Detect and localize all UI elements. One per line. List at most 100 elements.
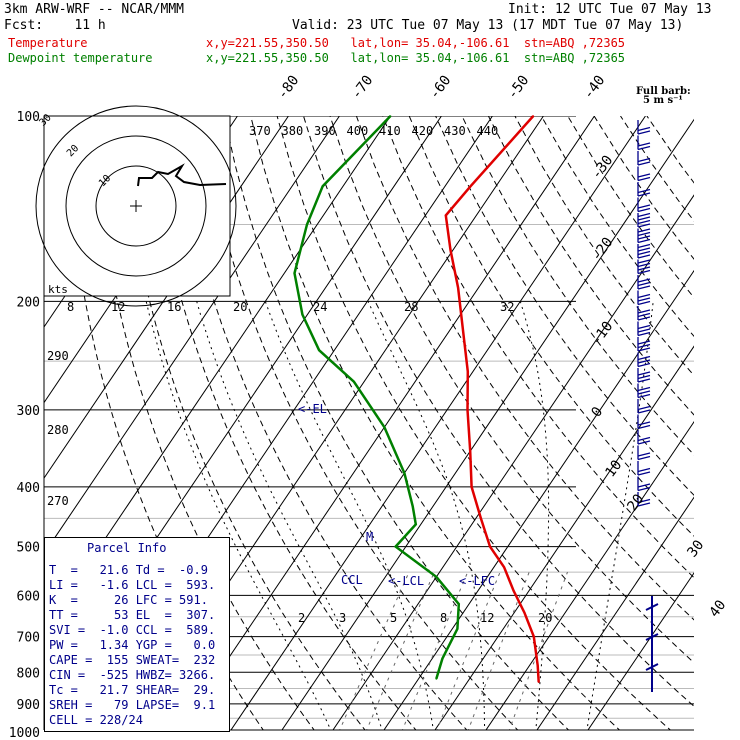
wind-barb-flag: [637, 502, 651, 507]
dry-adiabat: [514, 116, 694, 377]
dewpoint-point: [415, 523, 417, 526]
forecast-hour: Fcst: 11 h: [4, 18, 106, 33]
parcel-row: PW = 1.34 YGP = 0.0: [49, 638, 216, 652]
wind-barb-units: 5 m s⁻¹: [643, 95, 683, 106]
wind-barb-flag: [637, 142, 651, 147]
dry-adiabat: [91, 116, 315, 730]
wind-barb-flag: [637, 235, 651, 240]
wind-barb-flag: [637, 281, 651, 287]
theta-label: 400: [347, 124, 369, 138]
moist-adiabat: [264, 301, 434, 730]
wind-barb-flag: [637, 247, 651, 252]
mixing-ratio-label: 8: [440, 611, 447, 625]
isotherm-line: [434, 345, 694, 730]
wind-barb-flag: [637, 259, 651, 264]
hodograph-ring: [35, 105, 237, 307]
dry-adiabat: [118, 116, 366, 730]
wind-barb-flag: [637, 393, 651, 399]
pressure-label: 600: [17, 589, 40, 604]
dewpoint-point: [403, 472, 406, 474]
wind-barb-flag: [637, 285, 651, 290]
isotherm-label: 30: [684, 537, 707, 560]
hodograph-units-label: kts: [48, 283, 68, 296]
wind-barb-flag: [637, 347, 651, 352]
wind-barb-flag: [637, 145, 651, 151]
wind-barb-flag: [637, 173, 651, 178]
dewpoint-point: [435, 678, 438, 680]
wind-barb-flag: [637, 312, 651, 318]
dewpoint-point: [441, 657, 444, 660]
wind-barb-title: Full barb:: [636, 86, 691, 97]
pressure-label: 100: [17, 110, 40, 125]
theta-label: 370: [249, 124, 271, 138]
temperature-point: [457, 286, 459, 289]
dry-adiabat: [329, 116, 694, 664]
theta-label: 420: [412, 124, 434, 138]
temperature-point: [536, 664, 539, 667]
theta-label: 410: [379, 124, 401, 138]
wind-barb-flag: [637, 309, 651, 314]
parcel-row: SREH = 79 LAPSE= 9.1: [49, 698, 216, 712]
mixing-ratio-label: 32: [500, 300, 514, 314]
dewpoint-point: [301, 313, 304, 316]
dry-adiabat: [487, 116, 694, 416]
wind-barb-flag: [637, 219, 651, 225]
temperature-point: [532, 115, 535, 117]
parcel-row: TT = 53 EL = 307.: [49, 608, 216, 622]
parcel-row: T = 21.6 Td = -0.9: [49, 563, 208, 577]
theta-label: 390: [314, 124, 336, 138]
dry-adiabat: [276, 116, 672, 730]
wind-barb-flag: [637, 300, 651, 306]
wind-barb-flag: [637, 192, 651, 197]
mixing-ratio-label: 8: [67, 300, 74, 314]
isotherm-label: -80: [274, 73, 302, 103]
hodograph-trace: [137, 163, 227, 187]
temperature-profile: [444, 115, 540, 683]
mixing-ratio-label: 5: [390, 611, 397, 625]
wind-barb-flag: [637, 126, 651, 132]
wind-barb-flag: [637, 340, 651, 345]
wind-barb-flag: [637, 409, 651, 414]
temperature-point: [503, 566, 505, 568]
theta-label: 290: [47, 349, 69, 363]
wind-barb-flag: [637, 455, 651, 461]
isotherm-label: -70: [348, 73, 376, 103]
wind-barb-flag: [637, 161, 651, 166]
wind-barb-flag: [637, 243, 651, 249]
temperature-point: [533, 635, 535, 638]
mixing-ratio-line: [339, 571, 410, 730]
temperature-point: [449, 249, 452, 251]
mixing-ratio-label: 16: [167, 300, 181, 314]
parcel-row: CELL = 228/24: [49, 713, 143, 727]
wind-barb-flag: [637, 238, 651, 244]
wind-barb-flag: [637, 440, 651, 445]
isotherm-line: [281, 118, 694, 730]
wind-barb-flag: [637, 297, 651, 302]
dry-adiabat: [593, 116, 694, 260]
temperature-legend: Temperature: [8, 36, 88, 50]
parcel-row: SVI = -1.0 CCL = 589.: [49, 623, 216, 637]
moist-adiabat: [145, 301, 332, 730]
dewpoint-point: [411, 505, 414, 508]
wind-barb-flag: [637, 216, 651, 221]
theta-label: 430: [444, 124, 466, 138]
wind-barb-flag: [637, 316, 651, 321]
isotherm-label: 20: [624, 491, 647, 514]
dry-adiabat: [303, 116, 694, 707]
wind-barb-flag: [637, 471, 651, 476]
wind-barb-flag: [637, 405, 651, 411]
lcl-marker: <-LCL: [388, 574, 424, 588]
moist-adiabat: [519, 301, 550, 730]
mixing-ratio-label: 12: [111, 300, 125, 314]
wind-barb-flag: [637, 483, 651, 488]
wind-barb-flag: [637, 343, 651, 349]
dewpoint-point: [458, 603, 460, 605]
dewpoint-location: x,y=221.55,350.50 lat,lon= 35.04,-106.61…: [206, 51, 626, 65]
dewpoint-point: [435, 576, 438, 578]
init-time: Init: 12 UTC Tue 07 May 13: [508, 2, 712, 17]
pressure-label: 200: [17, 295, 40, 310]
isotherm-label: 0: [588, 404, 606, 420]
hodograph-ring: [95, 165, 177, 247]
wind-barb-column: Full barb:5 m s⁻¹: [636, 86, 691, 692]
